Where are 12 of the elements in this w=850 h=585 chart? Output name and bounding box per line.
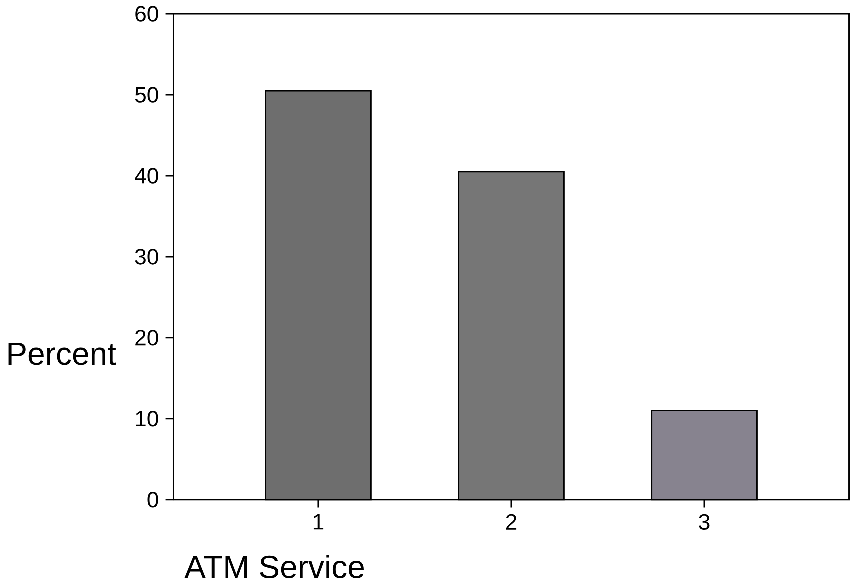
y-tick-label: 40 — [135, 168, 158, 184]
x-tick-label: 2 — [506, 514, 517, 530]
y-tick-label: 20 — [136, 330, 158, 346]
y-tick-label: 30 — [135, 249, 158, 265]
x-axis-title: ATM Service — [184, 555, 364, 579]
x-tick-label: 1 — [314, 514, 324, 530]
y-tick-label: 10 — [136, 411, 158, 427]
y-tick-label: 60 — [136, 6, 158, 22]
y-axis-title: Percent — [8, 343, 116, 366]
x-tick-label: 3 — [699, 514, 710, 530]
y-tick-label: 0 — [148, 492, 158, 508]
y-tick-label: 50 — [135, 87, 158, 104]
